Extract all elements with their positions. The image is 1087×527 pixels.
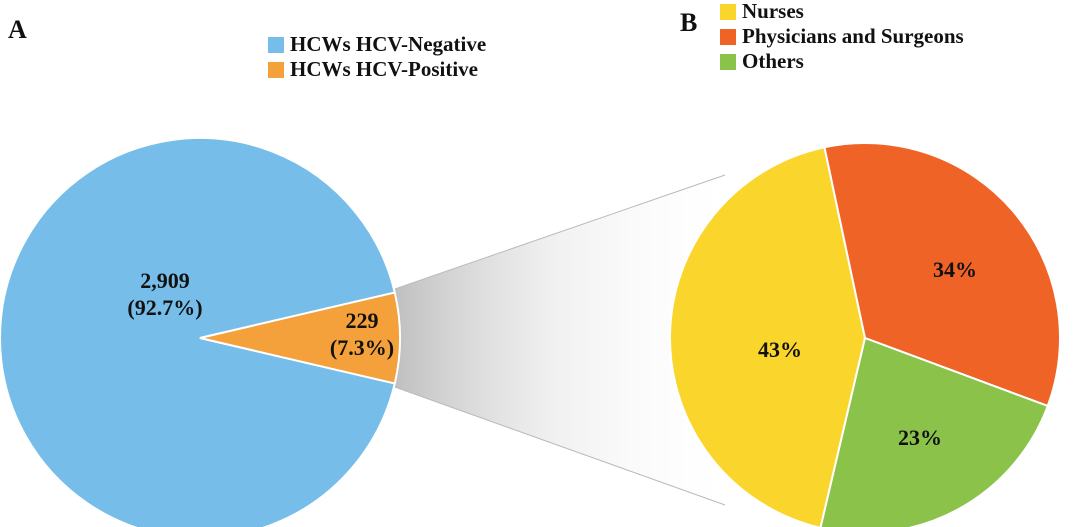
zoom-edge xyxy=(391,174,726,291)
panel-label: A xyxy=(8,15,27,44)
value-label: 229 (7.3%) xyxy=(330,308,394,360)
pie-slice xyxy=(669,146,867,527)
pie-slice xyxy=(0,137,396,527)
legend-label: Physicians and Surgeons xyxy=(742,24,964,48)
pie-slice xyxy=(819,336,1050,527)
legend-swatch xyxy=(720,29,736,45)
value-count: 2,909 xyxy=(140,268,190,293)
legend-swatch xyxy=(268,62,284,78)
legend-swatch xyxy=(720,4,736,20)
value-percent: (7.3%) xyxy=(330,335,394,360)
legend-label: Nurses xyxy=(742,0,804,23)
zoom-connector xyxy=(392,175,725,505)
legend-swatch xyxy=(720,54,736,70)
value-label: 2,909 (92.7%) xyxy=(127,268,202,320)
value-label: 34% xyxy=(933,257,977,282)
panel-label: B xyxy=(680,8,697,37)
zoom-edge xyxy=(391,385,726,506)
value-label: 23% xyxy=(898,425,942,450)
value-label: 43% xyxy=(758,337,802,362)
pie-slice xyxy=(823,142,1061,408)
legend-label: HCWs HCV-Negative xyxy=(290,32,486,56)
legend-label: HCWs HCV-Positive xyxy=(290,57,478,81)
pie-slice xyxy=(199,291,401,385)
value-percent: (92.7%) xyxy=(127,295,202,320)
legend-label: Others xyxy=(742,49,804,73)
value-count: 229 xyxy=(346,308,379,333)
legend-swatch xyxy=(268,37,284,53)
